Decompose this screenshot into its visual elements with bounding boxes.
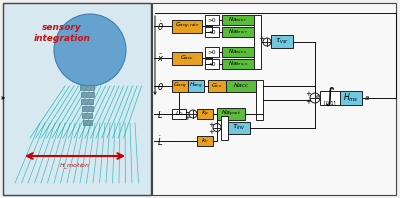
Bar (217, 108, 245, 120)
Text: $\dot{L}$: $\dot{L}$ (157, 134, 163, 148)
Bar (152, 3, 396, 195)
Bar (172, 109, 186, 119)
Bar (221, 115, 228, 140)
Text: +: + (305, 91, 311, 97)
Bar (222, 47, 254, 57)
Text: $Na_{post}$: $Na_{post}$ (221, 109, 241, 119)
Bar (208, 80, 226, 92)
Text: e: e (315, 93, 319, 98)
Bar (222, 27, 254, 37)
Bar (188, 80, 204, 92)
Text: $L$: $L$ (157, 109, 163, 120)
Bar (205, 47, 219, 57)
Text: $Na_{ext,r}$: $Na_{ext,r}$ (228, 16, 248, 24)
Text: +: + (208, 122, 214, 128)
Text: $\tau_{inv}$: $\tau_{inv}$ (232, 123, 246, 132)
Text: [0 1]: [0 1] (324, 101, 336, 106)
Bar (222, 59, 254, 69)
Text: $H\_motion$: $H\_motion$ (59, 161, 91, 171)
Text: $G_{cc}$: $G_{cc}$ (211, 82, 223, 90)
Text: <0: <0 (208, 62, 216, 67)
Circle shape (54, 14, 126, 86)
Text: +: + (208, 129, 214, 134)
Text: $Na_{flex,s}$: $Na_{flex,s}$ (228, 60, 248, 68)
Text: $\theta$: $\theta$ (157, 81, 164, 91)
Text: $Na_{CC}$: $Na_{CC}$ (233, 82, 249, 90)
Text: $G_{ang}$: $G_{ang}$ (173, 81, 187, 91)
Bar (256, 80, 263, 120)
Bar (197, 109, 213, 119)
Text: $G_{ang,rate}$: $G_{ang,rate}$ (175, 21, 199, 31)
Text: -: - (186, 107, 189, 117)
Text: sensory
integration: sensory integration (34, 23, 90, 43)
Bar (172, 19, 202, 32)
Text: $\ddot{x}$: $\ddot{x}$ (157, 52, 164, 64)
Bar (172, 51, 202, 65)
Bar (205, 15, 219, 25)
Text: $H_{ang}$: $H_{ang}$ (189, 81, 203, 91)
Bar (205, 59, 219, 69)
Bar (205, 27, 219, 37)
Bar (254, 15, 261, 69)
Text: $\dot{\theta}$: $\dot{\theta}$ (157, 19, 164, 33)
Bar (222, 15, 254, 25)
Text: $Na_{ext,s}$: $Na_{ext,s}$ (228, 48, 248, 56)
Text: $H_{ms}$: $H_{ms}$ (343, 92, 359, 104)
Bar (82, 106, 92, 111)
Bar (3, 3, 151, 195)
Text: >0: >0 (208, 50, 216, 54)
Text: <0: <0 (208, 30, 216, 34)
Bar (271, 35, 293, 48)
Bar (320, 91, 340, 105)
Bar (82, 120, 92, 125)
Text: $\tau_{vsr}$: $\tau_{vsr}$ (275, 37, 289, 46)
Bar (82, 113, 92, 118)
Text: $L_G$: $L_G$ (175, 109, 183, 118)
Bar (226, 80, 256, 92)
Text: +: + (305, 99, 311, 105)
Text: >0: >0 (208, 17, 216, 23)
Text: $k_p$: $k_p$ (201, 109, 209, 119)
Bar (81, 99, 93, 104)
Text: $G_{acc}$: $G_{acc}$ (180, 53, 194, 62)
Text: $\int$: $\int$ (324, 86, 336, 108)
Bar (80, 85, 94, 90)
Bar (340, 91, 362, 105)
Text: +: + (184, 115, 190, 121)
Text: a: a (365, 95, 369, 101)
Text: +: + (258, 36, 264, 42)
Text: $Na_{flex,r}$: $Na_{flex,r}$ (228, 28, 248, 36)
Bar (197, 136, 213, 146)
Text: $k_v$: $k_v$ (201, 137, 209, 146)
Bar (172, 80, 188, 92)
Bar (228, 122, 250, 133)
Bar (80, 92, 94, 97)
